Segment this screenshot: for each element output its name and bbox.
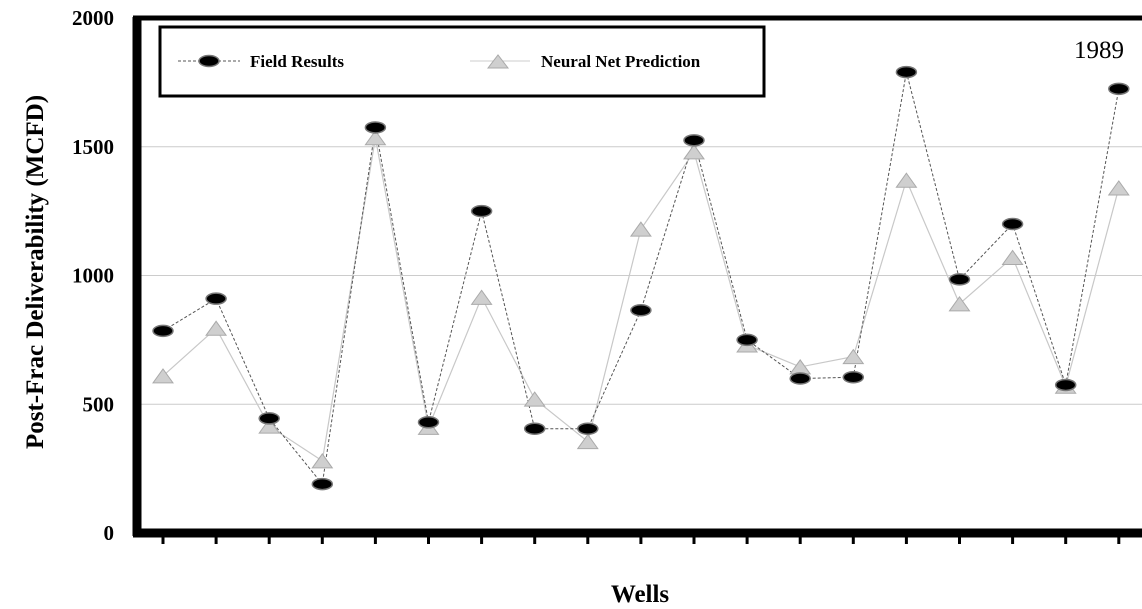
field-point-7: [470, 204, 493, 218]
nn-point-2: [205, 320, 228, 336]
field-point-16: [948, 273, 971, 286]
y-tick-labels: 0 500 1000 1500 2000: [72, 6, 114, 545]
x-ticks: [161, 531, 1121, 544]
field-point-19: [1108, 82, 1130, 96]
legend-box: [158, 25, 766, 98]
series-line-neural-net: [162, 137, 1120, 462]
field-point-8: [523, 422, 546, 435]
legend-nn-label: Neural Net Prediction: [541, 52, 701, 71]
nn-point-5: [364, 129, 387, 146]
nn-point-10: [629, 221, 652, 237]
field-point-6: [417, 416, 440, 429]
nn-point-11: [683, 144, 705, 160]
nn-point-19: [1107, 180, 1130, 196]
field-point-13: [789, 372, 811, 385]
field-point-15: [895, 65, 918, 79]
field-point-18: [1054, 378, 1077, 392]
year-annotation: 1989: [1074, 37, 1124, 64]
x-axis-title: Wells: [611, 581, 670, 608]
nn-point-9: [576, 433, 599, 450]
nn-point-13: [789, 359, 812, 375]
gridlines: [141, 146, 1142, 405]
nn-point-7: [470, 289, 493, 305]
y-tick-label-500: 500: [83, 392, 115, 416]
nn-point-1: [152, 368, 174, 384]
nn-point-14: [842, 348, 865, 365]
plot-frame: [132, 15, 1142, 538]
field-point-10: [630, 304, 652, 317]
field-point-17: [1001, 217, 1024, 231]
legend-field-marker: [198, 54, 220, 68]
field-point-9: [577, 422, 599, 435]
nn-point-4: [311, 453, 334, 469]
legend: Field Results Neural Net Prediction: [158, 25, 766, 98]
field-point-5: [364, 121, 387, 134]
nn-point-15: [895, 172, 918, 188]
y-tick-label-0: 0: [104, 521, 115, 545]
y-tick-label-2000: 2000: [72, 6, 114, 30]
field-point-14: [842, 370, 865, 384]
nn-point-3: [258, 418, 281, 434]
nn-point-16: [948, 295, 971, 312]
field-point-11: [683, 134, 705, 147]
series-line-field-results: [162, 71, 1120, 486]
field-point-12: [736, 333, 758, 347]
field-point-3: [258, 412, 280, 425]
series-layer: [152, 65, 1130, 491]
legend-nn-marker: [486, 54, 510, 69]
field-point-2: [205, 292, 227, 305]
y-axis-title: Post-Frac Deliverability (MCFD): [22, 95, 49, 449]
y-tick-label-1000: 1000: [72, 264, 114, 288]
field-point-4: [311, 477, 334, 491]
nn-point-8: [523, 391, 546, 407]
legend-field-label: Field Results: [250, 52, 344, 71]
nn-point-17: [1001, 249, 1024, 265]
y-tick-label-1500: 1500: [72, 135, 114, 159]
field-point-1: [152, 324, 174, 338]
